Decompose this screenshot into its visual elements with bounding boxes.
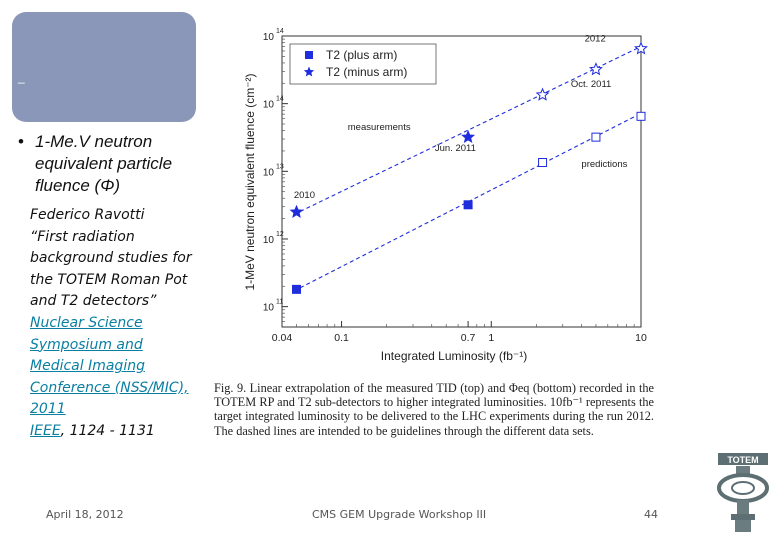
minus-arm-point: [289, 204, 304, 218]
totem-logo: TOTEM: [712, 450, 774, 536]
y-tick-label: 10: [263, 167, 275, 178]
logo-text: TOTEM: [727, 455, 758, 465]
legend-star-icon: [303, 66, 315, 77]
bullet-point: • 1-Me.V neutron equivalent particle flu…: [18, 131, 208, 197]
title-dash: _: [18, 70, 25, 84]
y-axis-label: 1-MeV neutron equivalent fluence (cm⁻²): [243, 73, 257, 290]
plus-arm-point: [292, 284, 302, 294]
x-tick-label: 0.7: [461, 332, 476, 344]
footer-date: April 18, 2012: [46, 508, 124, 521]
minus-arm-point: [634, 41, 648, 55]
y-tick-exponent: 14: [276, 28, 284, 35]
chart-annotation: measurements: [348, 122, 411, 133]
reference-author: Federico Ravotti: [30, 207, 145, 223]
reference-venue-link[interactable]: Nuclear Science Symposium and Medical Im…: [30, 314, 189, 418]
y-tick-exponent: 13: [276, 163, 284, 170]
plus-arm-point: [463, 200, 473, 210]
plus-arm-point: [538, 157, 548, 167]
plus-arm-point: [636, 111, 646, 121]
minus-arm-point: [588, 62, 603, 76]
minus-arm-point: [535, 87, 550, 101]
x-tick-label: 1: [488, 332, 494, 344]
chart-annotation: 2012: [585, 33, 606, 44]
reference-publisher-link[interactable]: IEEE: [30, 422, 61, 439]
bullet-text: 1-Me.V neutron equivalent particle fluen…: [35, 132, 173, 195]
footer-page-number: 44: [644, 508, 658, 521]
x-axis-label: Integrated Luminosity (fb⁻¹): [381, 349, 527, 363]
y-tick-exponent: 12: [276, 231, 284, 238]
plot-frame: [281, 35, 642, 328]
y-tick-exponent: 14: [276, 96, 284, 103]
totem-logo-graphic: TOTEM: [717, 453, 769, 532]
fit-line: [293, 45, 642, 215]
annotations: 2012 Oct. 2011 measurements Jun. 2011 predic…: [294, 33, 628, 201]
legend-label: T2 (minus arm): [326, 65, 407, 79]
figure-caption: Fig. 9. Linear extrapolation of the meas…: [214, 381, 654, 438]
y-tick-exponent: 11: [276, 299, 283, 306]
x-tick-label: 0.1: [334, 332, 349, 344]
legend-square-icon: [305, 51, 313, 59]
bullet-dot: •: [18, 132, 24, 151]
legend-box: [289, 43, 437, 85]
data-points: [289, 41, 648, 294]
reference-title: “First radiation background studies for …: [30, 228, 192, 310]
x-ticks: 0.04 0.1 0.7 1 10: [272, 321, 647, 344]
chart-annotation: Jun. 2011: [435, 143, 476, 154]
fit-line: [293, 112, 642, 292]
footer-workshop: CMS GEM Upgrade Workshop III: [312, 508, 487, 521]
y-tick-label: 10: [263, 235, 275, 246]
chart-annotation: Oct. 2011: [571, 79, 612, 90]
reference-citation: Federico Ravotti “First radiation backgr…: [30, 205, 200, 443]
chart-annotation: 2010: [294, 190, 315, 201]
legend: T2 (plus arm) T2 (minus arm): [289, 43, 437, 85]
slide-title-box: _: [12, 12, 196, 122]
fit-lines: [293, 45, 642, 292]
y-tick-label: 10: [263, 32, 275, 43]
y-tick-label: 10: [263, 303, 275, 314]
minus-arm-point: [461, 129, 476, 144]
chart-annotation: predictions: [581, 159, 627, 170]
x-tick-label: 0.04: [272, 332, 293, 344]
y-tick-label: 10: [263, 100, 275, 111]
fluence-chart: 0.04 0.1 0.7 1 10 10 11 10 12 10 13 10 14 10 14 2012 O…: [208, 18, 668, 366]
legend-label: T2 (plus arm): [326, 48, 397, 62]
plus-arm-point: [591, 132, 601, 142]
reference-pages: , 1124 - 1131: [60, 422, 155, 439]
x-tick-label: 10: [635, 332, 647, 344]
